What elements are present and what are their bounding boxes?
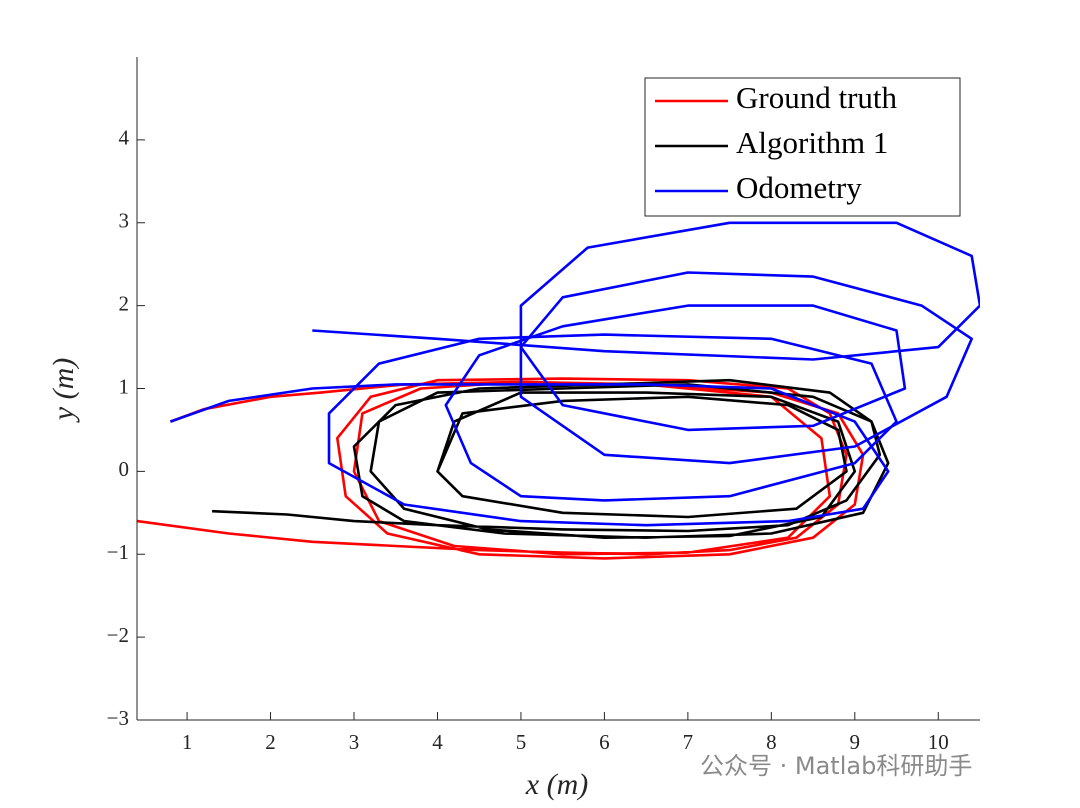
x-tick-label: 6 [599,730,610,754]
legend: Ground truth Algorithm 1 Odometry [644,77,961,217]
legend-label: Algorithm 1 [736,125,888,160]
x-tick-label: 10 [928,730,949,754]
x-tick-label: 8 [766,730,777,754]
x-tick-label: 4 [432,730,443,754]
x-tick-label: 7 [683,730,694,754]
y-axis-label: y (m) [47,358,80,423]
y-tick-label: −1 [107,540,129,564]
x-tick-label: 2 [265,730,276,754]
watermark: 公众号 · Matlab科研助手 [700,752,972,780]
x-tick-label: 1 [182,730,193,754]
y-tick-label: 1 [119,374,130,398]
series-line [137,377,865,560]
y-tick-label: −2 [107,623,129,647]
y-tick-label: 3 [119,209,130,233]
x-tick-label: 5 [516,730,527,754]
y-tick-label: 4 [119,126,130,150]
x-tick-label: 9 [850,730,861,754]
y-tick-label: −3 [107,706,129,730]
legend-label: Odometry [736,170,862,205]
y-tick-label: 2 [119,291,130,315]
x-tick-label: 3 [349,730,360,754]
series-line [212,378,890,539]
x-axis-label: x (m) [525,768,588,801]
y-tick-label: 0 [119,457,130,481]
series-line [169,221,980,527]
legend-label: Ground truth [736,80,898,115]
